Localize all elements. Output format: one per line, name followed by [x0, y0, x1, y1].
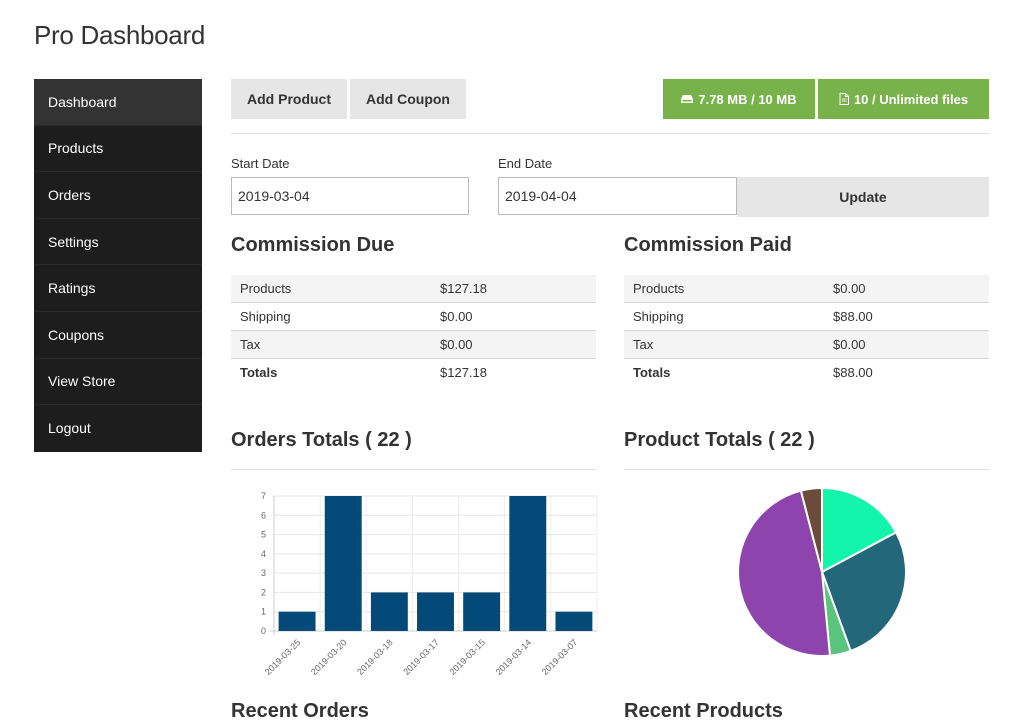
sidebar-item-logout[interactable]: Logout: [34, 405, 202, 452]
end-date-input[interactable]: [498, 177, 737, 215]
divider: [231, 469, 596, 470]
row-label: Products: [624, 275, 824, 304]
row-value: $127.18: [431, 275, 596, 304]
x-tick-label: 2019-03-25: [263, 637, 303, 677]
table-row: Tax $0.00: [231, 330, 596, 359]
files-usage-label: 10 / Unlimited files: [853, 91, 969, 107]
file-icon: [839, 93, 849, 105]
sidebar: Dashboard Products Orders Settings Ratin…: [34, 79, 202, 452]
sidebar-item-label: Coupons: [48, 326, 105, 343]
x-tick-label: 2019-03-14: [494, 637, 534, 677]
files-usage-button[interactable]: 10 / Unlimited files: [818, 79, 989, 119]
pie-slice: [820, 530, 907, 653]
orders-totals-title: Orders Totals ( 22 ): [231, 429, 412, 451]
add-coupon-button[interactable]: Add Coupon: [350, 79, 466, 119]
row-value: $88.00: [824, 302, 989, 331]
row-value: $0.00: [824, 275, 989, 304]
y-tick-label: 7: [261, 491, 266, 501]
commission-paid-table: Products $0.00 Shipping $88.00 Tax $0.00 To…: [624, 275, 989, 386]
table-row: Totals $88.00: [624, 358, 989, 386]
table-row: Products $0.00: [624, 275, 989, 304]
hdd-icon: [681, 94, 694, 104]
row-label: Totals: [240, 364, 278, 380]
x-tick-label: 2019-03-17: [401, 637, 441, 677]
bar: [417, 592, 454, 631]
row-value: $0.00: [431, 302, 596, 331]
commission-paid-title: Commission Paid: [624, 234, 792, 256]
divider: [231, 133, 989, 134]
row-value: $0.00: [431, 330, 596, 359]
x-tick-label: 2019-03-20: [309, 637, 349, 677]
row-value: $0.00: [824, 330, 989, 359]
start-date-input[interactable]: [231, 177, 469, 215]
table-row: Products $127.18: [231, 275, 596, 304]
row-label: Tax: [624, 330, 824, 359]
y-tick-label: 3: [261, 568, 266, 578]
sidebar-item-coupons[interactable]: Coupons: [34, 312, 202, 359]
sidebar-item-settings[interactable]: Settings: [34, 219, 202, 266]
product-totals-title: Product Totals ( 22 ): [624, 429, 815, 451]
sidebar-item-label: Settings: [48, 233, 99, 250]
sidebar-item-ratings[interactable]: Ratings: [34, 265, 202, 312]
sidebar-item-view-store[interactable]: View Store: [34, 359, 202, 406]
x-tick-label: 2019-03-15: [447, 637, 487, 677]
sidebar-item-products[interactable]: Products: [34, 126, 202, 173]
table-row: Tax $0.00: [624, 330, 989, 359]
sidebar-item-orders[interactable]: Orders: [34, 172, 202, 219]
y-tick-label: 6: [261, 510, 266, 520]
sidebar-item-label: View Store: [48, 373, 116, 390]
start-date-label: Start Date: [231, 156, 290, 171]
y-tick-label: 4: [261, 549, 266, 559]
bar: [509, 496, 547, 631]
bar: [278, 611, 316, 631]
bar: [555, 611, 593, 631]
table-row: Shipping $88.00: [624, 302, 989, 331]
y-tick-label: 0: [261, 626, 266, 636]
row-label: Products: [231, 275, 431, 304]
divider: [624, 469, 989, 470]
sidebar-item-label: Orders: [48, 186, 91, 203]
bar: [324, 496, 362, 631]
row-value: $88.00: [833, 364, 873, 380]
sidebar-item-dashboard[interactable]: Dashboard: [34, 79, 202, 126]
product-pie-chart: [737, 486, 907, 657]
recent-orders-title: Recent Orders: [231, 700, 369, 722]
end-date-label: End Date: [498, 156, 553, 171]
commission-due-title: Commission Due: [231, 234, 395, 256]
add-product-button[interactable]: Add Product: [231, 79, 347, 119]
x-tick-label: 2019-03-18: [355, 637, 395, 677]
pie-slice: [737, 489, 832, 657]
row-label: Totals: [633, 364, 671, 380]
row-label: Shipping: [231, 302, 431, 331]
commission-due-table: Products $127.18 Shipping $0.00 Tax $0.00 T…: [231, 275, 596, 386]
y-tick-label: 1: [261, 607, 266, 617]
sidebar-item-label: Logout: [48, 420, 91, 437]
row-label: Shipping: [624, 302, 824, 331]
sidebar-item-label: Ratings: [48, 280, 96, 297]
storage-usage-label: 7.78 MB / 10 MB: [698, 91, 797, 107]
y-tick-label: 5: [261, 530, 266, 540]
page-title: Pro Dashboard: [34, 20, 205, 50]
pie-slice: [799, 486, 823, 573]
bar: [370, 592, 408, 631]
table-row: Shipping $0.00: [231, 302, 596, 331]
sidebar-item-label: Products: [48, 140, 104, 157]
row-label: Tax: [231, 330, 431, 359]
table-row: Totals $127.18: [231, 358, 596, 386]
y-tick-label: 2: [261, 587, 266, 597]
row-value: $127.18: [440, 364, 487, 380]
storage-usage-button[interactable]: 7.78 MB / 10 MB: [663, 79, 815, 119]
recent-products-title: Recent Products: [624, 700, 783, 722]
bar: [463, 592, 501, 631]
update-button[interactable]: Update: [737, 177, 989, 217]
sidebar-item-label: Dashboard: [48, 93, 117, 110]
pie-slice: [821, 486, 898, 574]
x-tick-label: 2019-03-07: [540, 637, 580, 677]
